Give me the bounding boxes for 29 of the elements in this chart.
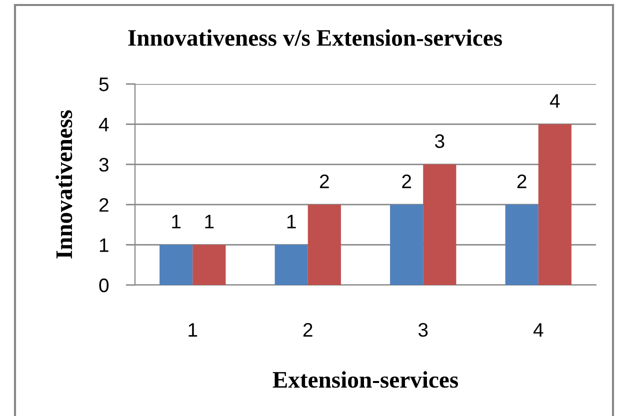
y-tick-label: 1 [100, 238, 108, 252]
data-label: 3 [435, 134, 444, 148]
x-tick-label: 3 [418, 323, 428, 337]
y-tick-label: 3 [99, 158, 108, 172]
data-label: 2 [517, 174, 526, 188]
bar [390, 204, 424, 285]
y-tick-label: 5 [99, 78, 108, 92]
x-axis-title: Extension-services [272, 371, 458, 388]
x-tick-label: 1 [188, 323, 198, 337]
x-tick-label: 4 [533, 323, 544, 337]
bar [192, 244, 226, 285]
bar [274, 244, 308, 285]
x-tick-label: 2 [303, 323, 312, 337]
data-label: 4 [550, 94, 560, 108]
bar [505, 204, 538, 285]
bar [538, 124, 572, 285]
bar [308, 204, 341, 285]
bar [423, 164, 456, 285]
y-tick-label: 2 [99, 198, 108, 212]
data-label: 1 [205, 214, 214, 228]
chart-title: Innovativeness v/s Extension-services [128, 29, 502, 46]
y-tick-label: 4 [98, 118, 109, 132]
data-label: 2 [402, 174, 412, 188]
y-tick-label: 0 [99, 278, 109, 292]
data-label: 1 [287, 214, 296, 228]
data-label: 1 [172, 214, 181, 228]
data-label: 2 [320, 174, 329, 188]
bar [160, 244, 193, 285]
y-axis-title: Innovativeness [56, 110, 72, 258]
